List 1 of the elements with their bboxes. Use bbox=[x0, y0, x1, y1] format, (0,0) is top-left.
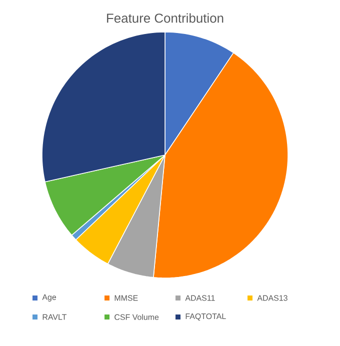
chart-title: Feature Contribution bbox=[107, 13, 224, 23]
